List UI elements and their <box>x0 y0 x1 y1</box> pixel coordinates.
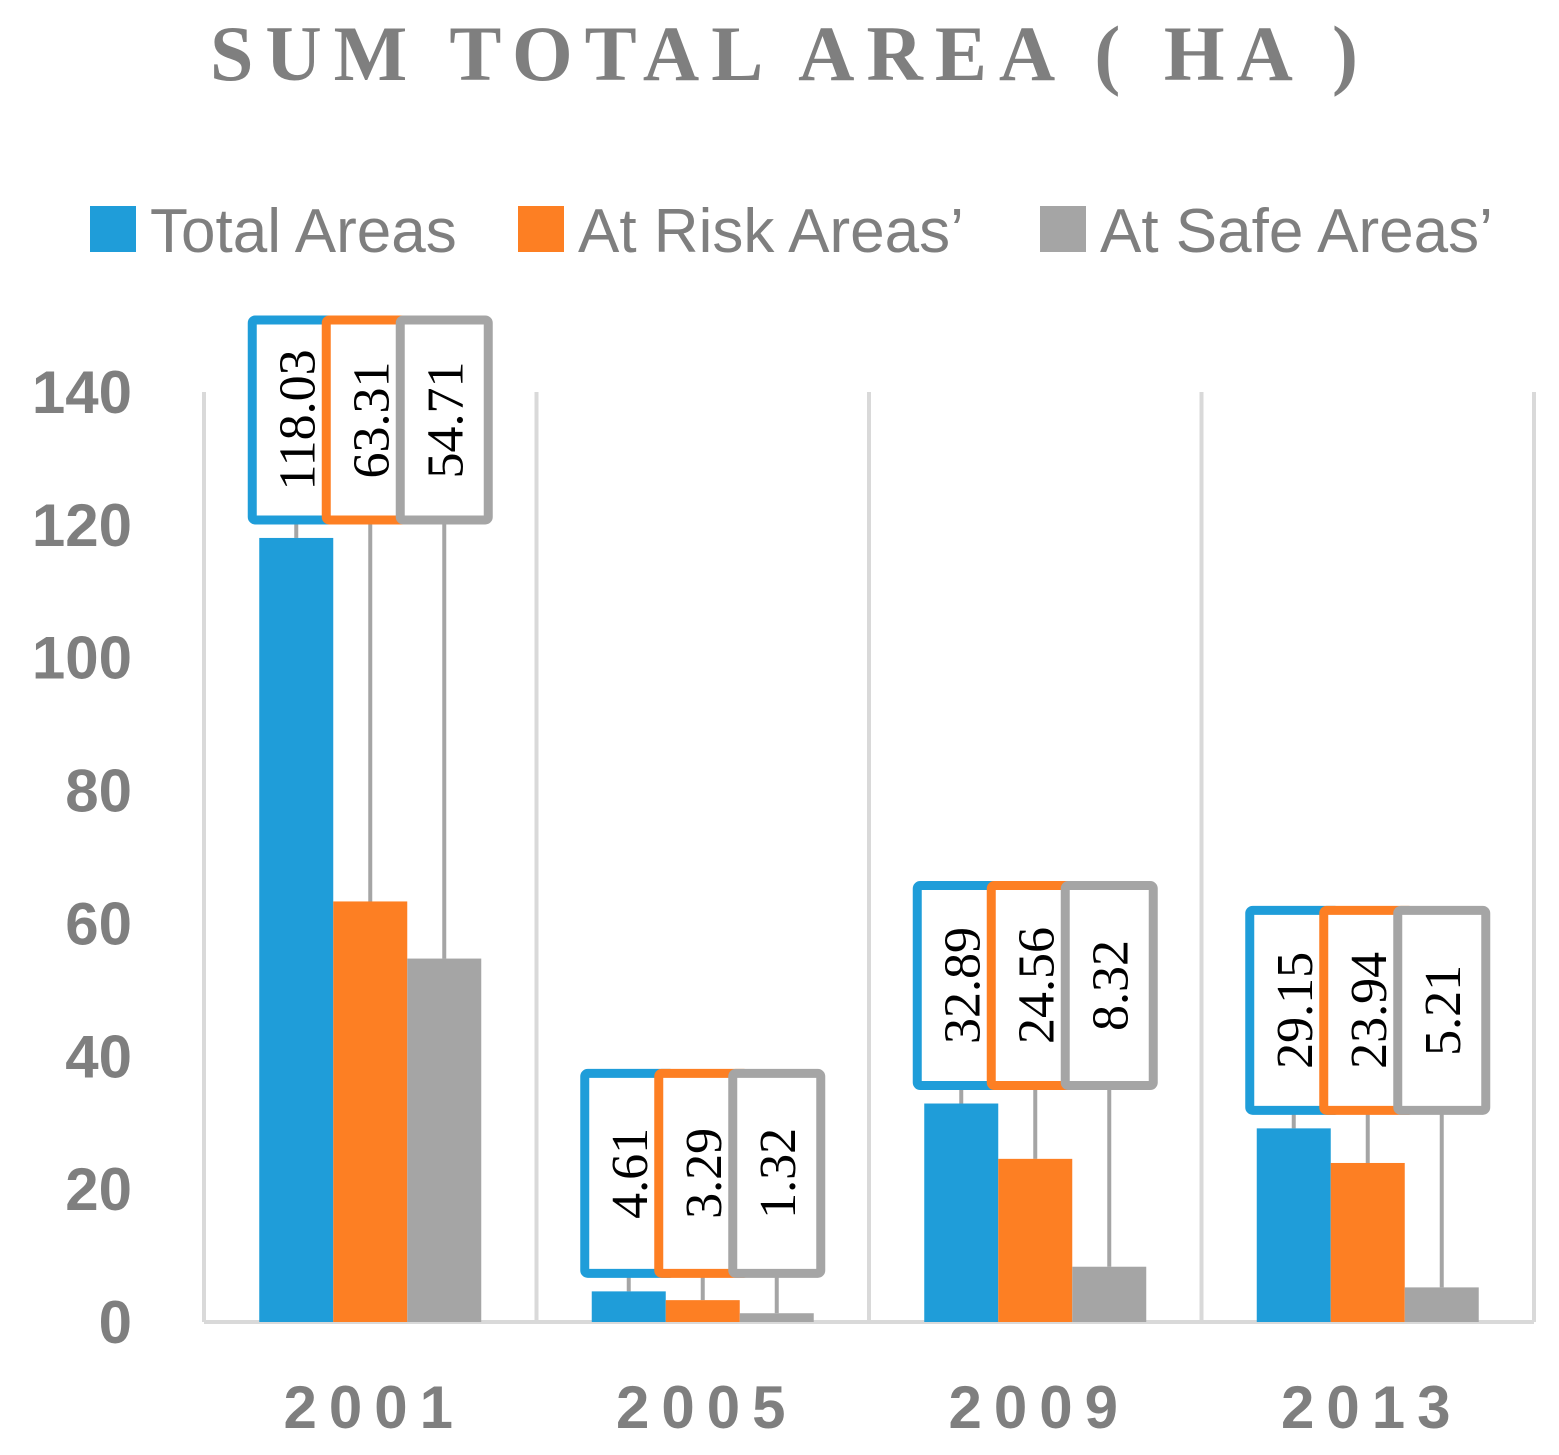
bar-at-safe-areas-2013 <box>1404 1287 1479 1322</box>
data-label-at-risk-areas-2009: 24.56 <box>986 881 1084 1091</box>
y-tick-label: 60 <box>65 890 132 957</box>
data-label-text: 3.29 <box>676 1128 733 1219</box>
bar-total-areas-2005 <box>591 1291 666 1322</box>
y-tick-label: 80 <box>65 758 132 825</box>
legend-swatch-at-safe-areas <box>1040 206 1086 252</box>
bar-total-areas-2009 <box>924 1103 999 1322</box>
data-label-at-safe-areas-2005: 1.32 <box>728 1068 826 1278</box>
y-tick-label: 20 <box>65 1156 132 1223</box>
legend-label-total-areas: Total Areas <box>150 197 457 266</box>
bar-at-risk-areas-2001 <box>333 901 408 1322</box>
data-label-text: 118.03 <box>269 349 326 490</box>
bar-at-safe-areas-2001 <box>407 958 482 1322</box>
data-label-box <box>1060 881 1158 1091</box>
data-label-at-risk-areas-2005: 3.29 <box>654 1068 752 1278</box>
data-label-at-safe-areas-2009: 8.32 <box>1060 881 1158 1091</box>
data-label-text: 8.32 <box>1082 940 1139 1031</box>
legend-item-total-areas: Total Areas <box>90 197 457 266</box>
data-label-text: 63.31 <box>343 361 400 478</box>
data-label-text: 4.61 <box>602 1128 659 1219</box>
legend: Total Areas At Risk Areas’ At Safe Areas’ <box>90 197 1493 266</box>
data-label-text: 24.56 <box>1008 927 1065 1044</box>
data-label-text: 32.89 <box>934 927 991 1044</box>
data-label-text: 29.15 <box>1267 952 1324 1069</box>
bars <box>259 537 1479 1322</box>
y-tick-label: 40 <box>65 1023 132 1090</box>
bar-total-areas-2013 <box>1256 1128 1331 1322</box>
legend-swatch-total-areas <box>90 206 136 252</box>
data-label-at-safe-areas-2013: 5.21 <box>1393 905 1491 1115</box>
data-label-text: 1.32 <box>750 1128 807 1219</box>
bar-at-safe-areas-2005 <box>739 1313 814 1322</box>
legend-item-at-safe-areas: At Safe Areas’ <box>1040 197 1493 266</box>
data-label-box <box>728 1068 826 1278</box>
x-tick-label: 2001 <box>284 1374 465 1441</box>
data-labels: 118.03 63.31 54.71 4.61 3.29 1.32 32.89 24.56 8.… <box>247 315 1491 1278</box>
data-label-box <box>1393 905 1491 1115</box>
legend-label-at-safe-areas: At Safe Areas’ <box>1100 197 1493 266</box>
bar-at-risk-areas-2009 <box>998 1158 1073 1322</box>
x-tick-label: 2013 <box>1281 1374 1462 1441</box>
bar-at-risk-areas-2005 <box>665 1300 740 1322</box>
leader-lines <box>294 519 1444 1314</box>
x-axis-ticks: 2001 2005 2009 2013 <box>284 1374 1462 1441</box>
data-label-box <box>395 315 493 525</box>
data-label-at-risk-areas-2001: 63.31 <box>321 315 419 525</box>
data-label-text: 23.94 <box>1341 952 1398 1069</box>
data-label-at-safe-areas-2001: 54.71 <box>395 315 493 525</box>
x-tick-label: 2009 <box>949 1374 1130 1441</box>
data-label-text: 5.21 <box>1415 965 1472 1056</box>
bar-total-areas-2001 <box>259 537 334 1322</box>
legend-swatch-at-risk-areas <box>518 206 564 252</box>
data-label-text: 54.71 <box>417 361 474 478</box>
data-label-total-areas-2013: 29.15 <box>1245 905 1343 1115</box>
legend-item-at-risk-areas: At Risk Areas’ <box>518 197 964 266</box>
y-tick-label: 0 <box>99 1289 132 1356</box>
y-tick-label: 100 <box>32 625 132 692</box>
bar-at-safe-areas-2009 <box>1072 1266 1147 1322</box>
chart-title: SUM TOTAL AREA ( HA ) <box>210 10 1370 97</box>
y-tick-label: 140 <box>32 359 132 426</box>
y-axis-ticks: 0 20 40 60 80 100 120 140 <box>32 359 132 1356</box>
x-tick-label: 2005 <box>616 1374 797 1441</box>
y-tick-label: 120 <box>32 492 132 559</box>
bar-at-risk-areas-2013 <box>1330 1162 1405 1322</box>
legend-label-at-risk-areas: At Risk Areas’ <box>578 197 964 266</box>
